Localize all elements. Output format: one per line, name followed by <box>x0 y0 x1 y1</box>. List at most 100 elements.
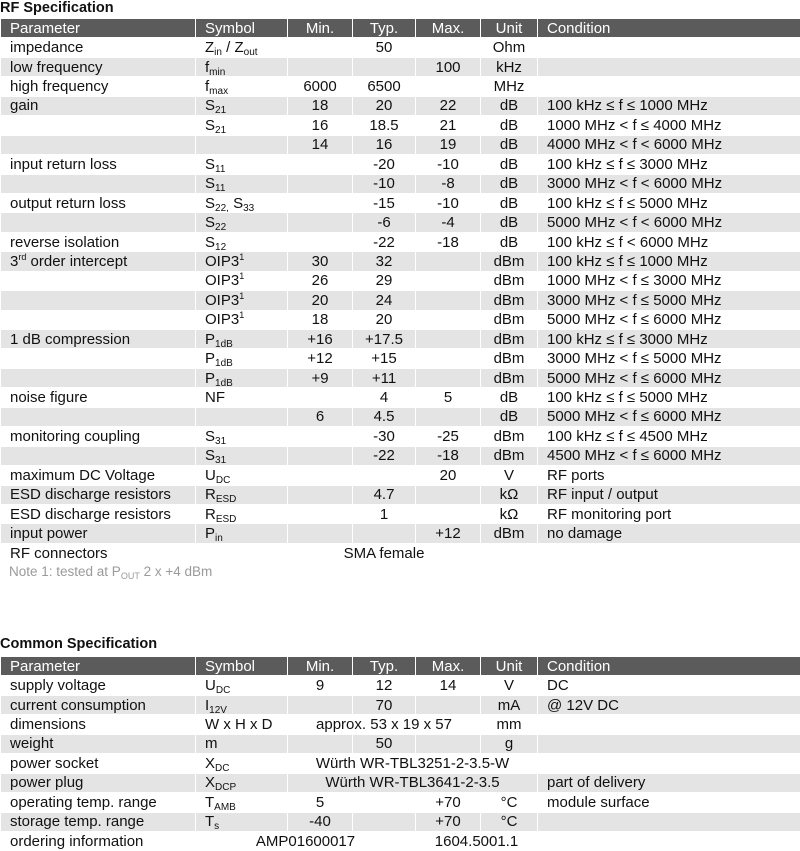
cell-min: 30 <box>287 251 353 272</box>
cell-typ <box>352 811 416 832</box>
cell-condition: 3000 MHz < f ≤ 5000 MHz <box>537 348 800 369</box>
cell-symbol: XDCP <box>195 772 288 794</box>
column-header-condition: Condition <box>537 17 800 39</box>
table-row: P1dB +12 +15 dBm 3000 MHz < f ≤ 5000 MHz <box>0 348 800 369</box>
cell-param: reverse isolation <box>0 231 196 253</box>
cell-unit: Ohm <box>480 37 538 58</box>
cell-max: +70 <box>415 792 481 813</box>
common-spec-title: Common Specification <box>0 636 158 652</box>
cell-condition: 100 kHz ≤ f ≤ 3000 MHz <box>537 154 800 175</box>
table-row: power plug XDCP Würth WR-TBL3641-2-3.5 part… <box>0 772 800 794</box>
cell-param: weight <box>0 733 196 755</box>
cell-max: -18 <box>415 445 481 467</box>
cell-unit: V <box>480 675 538 696</box>
cell-condition <box>537 56 800 78</box>
cell-param: power plug <box>0 772 196 794</box>
cell-unit: mm <box>480 714 538 735</box>
column-header-unit: Unit <box>480 17 538 39</box>
cell-param: dimensions <box>0 714 196 735</box>
cell-max <box>415 733 481 755</box>
column-header-min: Min. <box>287 17 353 39</box>
cell-typ: 1 <box>352 503 416 525</box>
cell-max: -25 <box>415 426 481 447</box>
cell-merged: 1604.5001.1 <box>415 830 538 851</box>
cell-max: -10 <box>415 192 481 214</box>
cell-symbol: OIP31 <box>195 251 288 272</box>
common-spec-table: Parameter Symbol Min. Typ. Max. Unit Condition… <box>0 655 800 851</box>
cell-param: ordering information <box>0 830 196 851</box>
cell-typ: 16 <box>352 134 416 156</box>
cell-condition: 100 kHz ≤ f < 6000 MHz <box>537 231 800 253</box>
cell-unit: V <box>480 465 538 486</box>
table-row: current consumption I12V 70 mA @ 12V DC <box>0 694 800 716</box>
cell-typ <box>352 792 416 813</box>
cell-condition: RF input / output <box>537 484 800 505</box>
table-row: weight m 50 g <box>0 733 800 755</box>
cell-unit: dB <box>480 406 538 428</box>
cell-condition: 100 kHz ≤ f ≤ 1000 MHz <box>537 95 800 117</box>
cell-param: gain <box>0 95 196 117</box>
cell-typ: -10 <box>352 173 416 194</box>
cell-condition: 100 kHz ≤ f ≤ 5000 MHz <box>537 387 800 408</box>
cell-typ <box>352 465 416 486</box>
cell-condition <box>537 811 800 832</box>
cell-min <box>287 523 353 544</box>
cell-symbol: S21 <box>195 95 288 117</box>
cell-condition: 5000 MHz < f < 6000 MHz <box>537 212 800 233</box>
cell-min: 5 <box>287 792 353 813</box>
cell-symbol: UDC <box>195 675 288 696</box>
cell-param <box>0 406 196 428</box>
cell-symbol: NF <box>195 387 288 408</box>
cell-typ: -22 <box>352 231 416 253</box>
table-row: 6 4.5 dB 5000 MHz < f ≤ 6000 MHz <box>0 406 800 428</box>
cell-typ <box>352 523 416 544</box>
cell-condition: 4500 MHz < f ≤ 6000 MHz <box>537 445 800 467</box>
cell-param: operating temp. range <box>0 792 196 813</box>
cell-param <box>0 290 196 311</box>
cell-symbol: RESD <box>195 503 288 525</box>
rf-spec-table: Parameter Symbol Min. Typ. Max. Unit Condition… <box>0 17 800 564</box>
cell-param: ESD discharge resistors <box>0 484 196 505</box>
table-row: gain S21 18 20 22 dB 100 kHz ≤ f ≤ 1000 MHz <box>0 95 800 117</box>
cell-param: 1 dB compression <box>0 328 196 350</box>
cell-min <box>287 426 353 447</box>
cell-param: 3rd order intercept <box>0 251 196 272</box>
table-row: operating temp. range TAMB 5 +70 °C module su… <box>0 792 800 813</box>
cell-unit: kΩ <box>480 503 538 525</box>
cell-typ: 6500 <box>352 76 416 97</box>
cell-symbol: OIP31 <box>195 309 288 331</box>
column-header-max: Max. <box>415 17 481 39</box>
cell-symbol: UDC <box>195 465 288 486</box>
cell-typ: -20 <box>352 154 416 175</box>
cell-merged: SMA female <box>287 542 481 564</box>
cell-unit: kHz <box>480 56 538 78</box>
cell-max <box>415 328 481 350</box>
cell-condition <box>537 714 800 735</box>
header-row: Parameter Symbol Min. Typ. Max. Unit Condition <box>0 655 800 677</box>
cell-symbol: Ts <box>195 811 288 832</box>
cell-typ: +15 <box>352 348 416 369</box>
cell-symbol <box>195 406 288 428</box>
cell-param <box>0 367 196 389</box>
cell-condition: RF ports <box>537 465 800 486</box>
header-row: Parameter Symbol Min. Typ. Max. Unit Condition <box>0 17 800 39</box>
cell-max <box>415 406 481 428</box>
column-header-symbol: Symbol <box>195 655 288 677</box>
cell-symbol <box>195 134 288 156</box>
table-row: supply voltage UDC 9 12 14 V DC <box>0 675 800 696</box>
table-row: 1 dB compression P1dB +16 +17.5 dBm 100 kHz ≤… <box>0 328 800 350</box>
cell-max: 19 <box>415 134 481 156</box>
cell-symbol: S12 <box>195 231 288 253</box>
column-header-typ: Typ. <box>352 655 416 677</box>
cell-max <box>415 367 481 389</box>
table-row: OIP31 26 29 dBm 1000 MHz < f ≤ 3000 MHz <box>0 270 800 292</box>
column-header-param: Parameter <box>0 655 196 677</box>
cell-param: monitoring coupling <box>0 426 196 447</box>
cell-symbol: S22, S33 <box>195 192 288 214</box>
cell-max: +12 <box>415 523 481 544</box>
table-row: OIP31 18 20 dBm 5000 MHz < f ≤ 6000 MHz <box>0 309 800 331</box>
table-row: RF connectors SMA female <box>0 542 800 564</box>
table-row: 3rd order intercept OIP31 30 32 dBm 100 kHz ≤… <box>0 251 800 272</box>
cell-typ: 4.7 <box>352 484 416 505</box>
cell-max: +70 <box>415 811 481 832</box>
